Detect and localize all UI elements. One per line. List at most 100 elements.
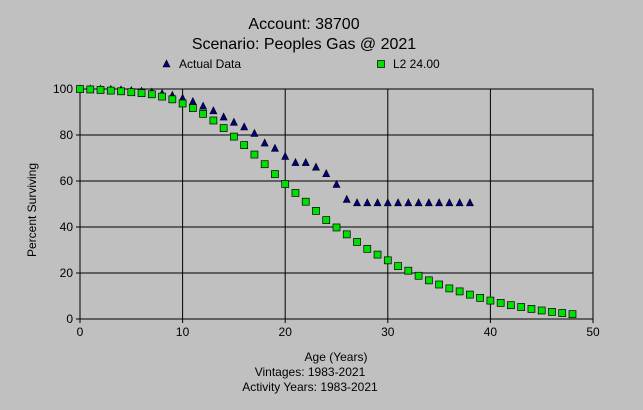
square-marker [424, 276, 433, 285]
triangle-marker [270, 143, 279, 152]
square-marker [517, 303, 526, 311]
triangle-marker [353, 198, 362, 207]
square-marker [260, 160, 269, 169]
square-marker [127, 88, 136, 97]
square-marker [76, 85, 84, 93]
square-marker [312, 207, 320, 215]
x-axis-label: Age (Years) [305, 350, 368, 364]
y-axis-label: Percent Surviving [25, 163, 39, 257]
square-marker [353, 238, 361, 246]
square-marker [137, 89, 146, 97]
square-marker [189, 104, 197, 112]
square-marker [322, 216, 331, 224]
square-marker [527, 305, 536, 313]
square-marker [271, 170, 279, 178]
triangle-marker [311, 162, 320, 171]
y-tick-label: 80 [60, 128, 74, 142]
square-marker [548, 308, 556, 316]
y-tick-label: 40 [60, 220, 74, 234]
square-marker [301, 197, 310, 206]
x-axis-ticks: 0 10 20 30 40 50 [77, 319, 600, 339]
triangle-marker [363, 198, 372, 207]
y-tick-label: 20 [60, 266, 74, 280]
triangle-marker [229, 117, 238, 126]
triangle-marker [240, 122, 249, 131]
footnote-activity-years: Activity Years: 1983-2021 [242, 380, 378, 394]
x-tick-label: 40 [484, 325, 498, 339]
triangle-marker [435, 198, 444, 207]
triangle-marker [209, 106, 218, 115]
triangle-marker [332, 179, 341, 188]
square-marker [147, 90, 156, 99]
triangle-marker [219, 112, 228, 121]
square-marker [106, 86, 115, 95]
series-1 [76, 85, 577, 319]
square-marker [240, 141, 249, 149]
square-marker [568, 310, 577, 319]
triangle-marker [414, 198, 423, 207]
triangle-marker [424, 198, 433, 207]
square-marker [291, 189, 300, 197]
square-marker [486, 296, 495, 305]
triangle-marker [291, 157, 300, 166]
triangle-marker [445, 198, 454, 207]
data-markers [76, 84, 577, 319]
square-marker [199, 109, 207, 118]
triangle-marker [322, 168, 331, 177]
y-axis-ticks: 0 20 40 60 80 100 [53, 82, 80, 326]
square-marker [86, 85, 95, 94]
triangle-marker [394, 198, 403, 207]
square-marker [219, 124, 228, 132]
x-tick-label: 0 [77, 325, 84, 339]
square-marker [250, 150, 259, 159]
square-marker [373, 250, 382, 259]
triangle-marker [404, 198, 413, 207]
square-marker [342, 230, 351, 239]
square-marker [158, 92, 166, 101]
triangle-marker [465, 198, 474, 207]
square-marker [394, 262, 402, 270]
square-marker [96, 86, 105, 94]
triangle-marker [383, 198, 392, 207]
chart-title: Account: 38700 [248, 16, 359, 33]
x-tick-label: 50 [586, 325, 600, 339]
triangle-marker [281, 151, 290, 160]
square-marker [466, 290, 474, 299]
square-marker [178, 99, 187, 108]
y-tick-label: 60 [60, 174, 74, 188]
triangle-marker [301, 157, 310, 166]
triangle-marker [455, 198, 464, 207]
x-tick-label: 30 [381, 325, 395, 339]
square-marker [455, 287, 464, 296]
legend-triangle-marker [162, 59, 171, 68]
square-marker [476, 293, 484, 302]
square-marker [445, 284, 454, 293]
legend-item-actual-data: Actual Data [162, 57, 241, 71]
y-tick-label: 100 [53, 82, 73, 96]
square-marker [414, 271, 423, 280]
square-marker [496, 299, 505, 307]
square-marker [383, 256, 392, 265]
square-marker [435, 280, 443, 289]
triangle-marker [250, 128, 259, 137]
legend-item-l2: L2 24.00 [377, 57, 440, 71]
x-tick-label: 20 [279, 325, 293, 339]
triangle-marker [373, 198, 382, 207]
legend: Actual Data L2 24.00 [162, 57, 440, 71]
triangle-marker [342, 194, 351, 203]
square-marker [537, 306, 546, 315]
chart-subtitle: Scenario: Peoples Gas @ 2021 [192, 36, 416, 53]
square-marker [404, 266, 413, 275]
square-marker [230, 132, 238, 141]
square-marker [281, 180, 290, 188]
square-marker [117, 87, 125, 96]
legend-label-l2: L2 24.00 [393, 57, 440, 71]
plot-area [79, 88, 594, 320]
legend-label-actual-data: Actual Data [179, 57, 241, 71]
footnote-vintages: Vintages: 1983-2021 [255, 365, 366, 379]
triangle-marker [199, 101, 208, 110]
triangle-marker [260, 138, 269, 147]
square-marker [507, 301, 515, 310]
x-tick-label: 10 [176, 325, 190, 339]
